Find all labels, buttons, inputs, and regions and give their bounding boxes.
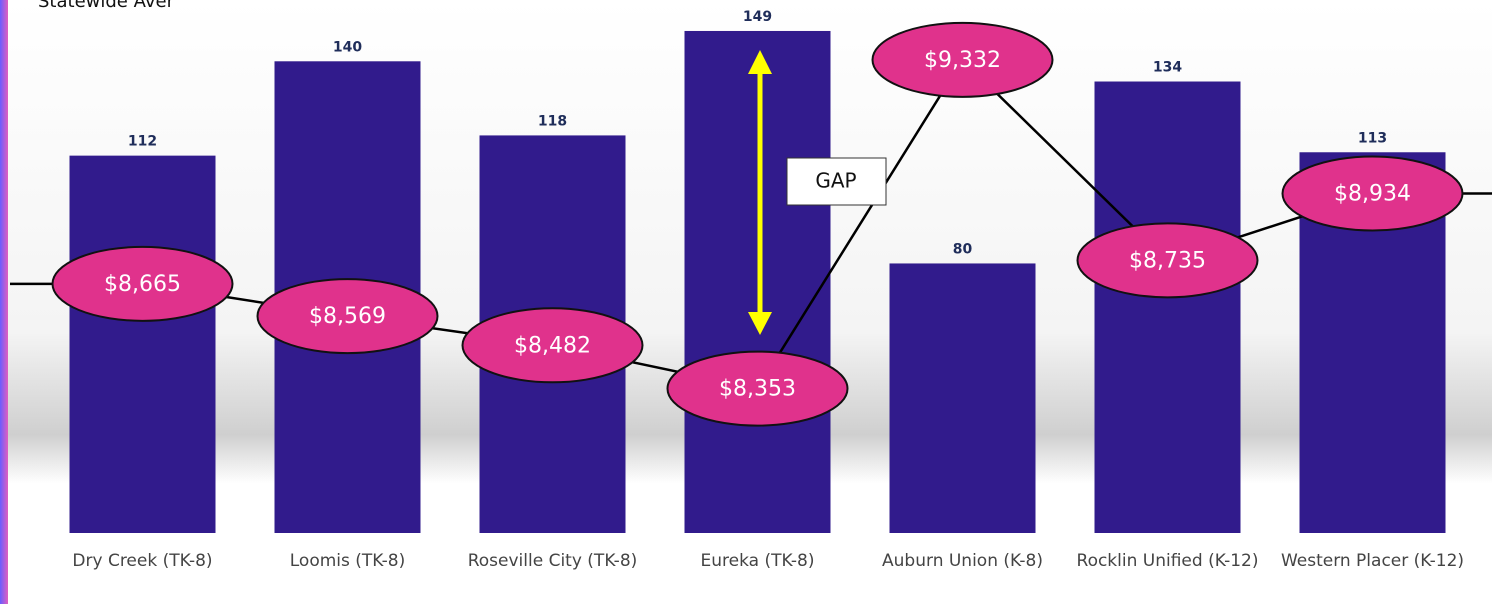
point-label: $8,482	[514, 333, 591, 358]
point-label: $8,353	[719, 377, 796, 402]
point-bubble	[666, 350, 849, 427]
x-tick-label: Loomis (TK-8)	[289, 551, 406, 571]
x-tick-label: Roseville City (TK-8)	[467, 551, 638, 571]
bar	[69, 155, 216, 533]
arrow-head	[748, 50, 772, 74]
annotation: Statewide Aver	[38, 0, 175, 12]
arrow-head	[748, 312, 772, 335]
point-bubble	[1076, 222, 1259, 299]
bar	[889, 263, 1036, 533]
point-labels: $8,665 $8,569 $8,482 $8,353 $9,332 $8,735 $8,9…	[51, 21, 1464, 427]
x-tick-label: Rocklin Unified (K-12)	[1076, 551, 1259, 571]
gap-arrow	[748, 50, 772, 335]
x-tick-label: Dry Creek (TK-8)	[72, 551, 213, 571]
edge-strip	[0, 0, 8, 604]
bar-value-label: 140	[333, 39, 362, 55]
x-tick-label: Auburn Union (K-8)	[882, 551, 1043, 571]
point-bubble	[461, 307, 644, 384]
point-bubble	[871, 21, 1054, 98]
point-label: $8,934	[1334, 181, 1411, 206]
bar-value-label: 134	[1153, 60, 1182, 76]
gap-box	[786, 157, 887, 206]
point-label: $8,665	[104, 272, 181, 297]
x-tick-label: Eureka (TK-8)	[700, 551, 815, 571]
point-label: $8,569	[309, 304, 386, 329]
point-label: $9,332	[924, 48, 1001, 73]
point-bubble	[256, 278, 439, 355]
bar	[1094, 81, 1241, 533]
point-bubble	[51, 245, 234, 322]
bar-value-label: 113	[1358, 130, 1387, 146]
bar-value-label: 80	[953, 241, 973, 257]
point-bubble	[1281, 155, 1464, 232]
bar-value-label: 149	[743, 9, 772, 25]
bar-value-label: 118	[538, 113, 567, 129]
bar-value-label: 112	[128, 134, 157, 150]
x-tick-label: Western Placer (K-12)	[1280, 551, 1465, 571]
gap-label: GAP	[815, 169, 856, 193]
point-label: $8,735	[1129, 248, 1206, 273]
